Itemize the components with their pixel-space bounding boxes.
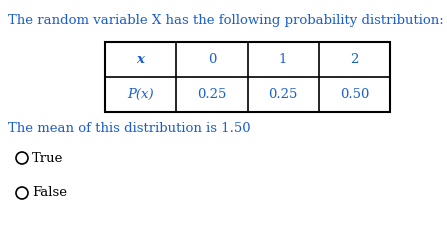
Text: x: x [137,53,144,66]
Text: True: True [32,152,63,164]
Text: 0.50: 0.50 [340,88,369,101]
Text: 0: 0 [208,53,216,66]
Text: 0.25: 0.25 [197,88,227,101]
Bar [105,42,390,112]
Text: The random variable X has the following probability distribution:: The random variable X has the following … [8,14,444,27]
Text: 1: 1 [279,53,287,66]
Text: 2: 2 [350,53,358,66]
Text: False: False [32,187,67,200]
Text: P(x): P(x) [127,88,154,101]
Text: 0.25: 0.25 [269,88,298,101]
Text: The mean of this distribution is 1.50: The mean of this distribution is 1.50 [8,122,251,135]
